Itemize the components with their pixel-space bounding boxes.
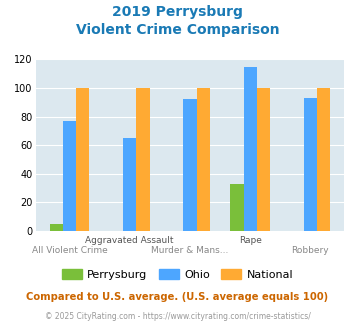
- Text: 2019 Perrysburg: 2019 Perrysburg: [112, 5, 243, 19]
- Bar: [63, 121, 76, 231]
- Bar: [76, 88, 89, 231]
- Bar: [304, 98, 317, 231]
- Text: Compared to U.S. average. (U.S. average equals 100): Compared to U.S. average. (U.S. average …: [26, 292, 329, 302]
- Bar: [257, 88, 270, 231]
- Legend: Perrysburg, Ohio, National: Perrysburg, Ohio, National: [57, 265, 298, 284]
- Text: Rape: Rape: [239, 236, 262, 245]
- Bar: [123, 138, 136, 231]
- Bar: [50, 224, 63, 231]
- Bar: [244, 67, 257, 231]
- Text: Murder & Mans...: Murder & Mans...: [151, 246, 229, 255]
- Bar: [197, 88, 210, 231]
- Bar: [230, 184, 244, 231]
- Text: Aggravated Assault: Aggravated Assault: [86, 236, 174, 245]
- Bar: [183, 99, 197, 231]
- Bar: [136, 88, 149, 231]
- Text: Robbery: Robbery: [291, 246, 329, 255]
- Text: All Violent Crime: All Violent Crime: [32, 246, 107, 255]
- Bar: [317, 88, 330, 231]
- Text: Violent Crime Comparison: Violent Crime Comparison: [76, 23, 279, 37]
- Text: © 2025 CityRating.com - https://www.cityrating.com/crime-statistics/: © 2025 CityRating.com - https://www.city…: [45, 312, 310, 321]
